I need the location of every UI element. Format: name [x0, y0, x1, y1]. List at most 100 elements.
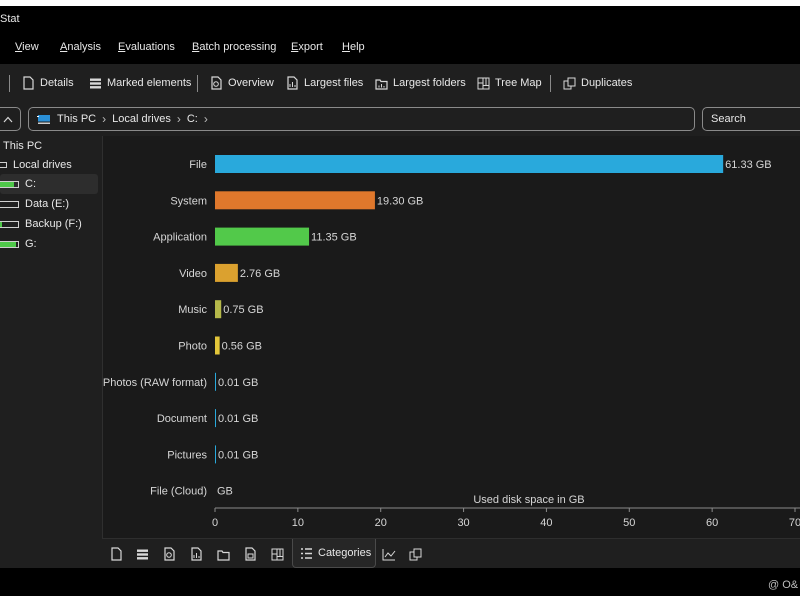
category-label: Music: [178, 304, 207, 316]
navigate-up-button[interactable]: [0, 107, 21, 131]
value-label: 0.01 GB: [218, 377, 258, 389]
marked-elements-button[interactable]: Marked elements: [89, 64, 191, 102]
menu-analysis[interactable]: Analysis: [60, 41, 101, 53]
category-label: Pictures: [167, 449, 207, 461]
category-label: File (Cloud): [150, 486, 207, 498]
tab-largest-files[interactable]: [187, 545, 205, 563]
category-label: Application: [153, 232, 207, 244]
value-label: 0.56 GB: [222, 341, 262, 353]
duplicates-button[interactable]: Duplicates: [563, 64, 632, 102]
status-bar: @ O&: [0, 568, 800, 596]
bar: [215, 300, 222, 319]
menu-mnemonic: A: [60, 41, 68, 53]
tree-item-drive[interactable]: G:: [0, 234, 37, 254]
drive-usage-fill: [0, 221, 2, 227]
this-pc-icon: [37, 114, 50, 124]
app-title: Stat: [0, 13, 20, 25]
category-label: Photo: [178, 341, 207, 353]
tree-item-label: G:: [25, 238, 37, 250]
content-area: This PC Local drives C: Data (E:) Backup (…: [0, 136, 800, 568]
x-tick-label: 30: [457, 517, 469, 529]
menu-label: nalysis: [67, 41, 101, 53]
menu-view[interactable]: View: [15, 41, 39, 53]
breadcrumb-this-pc[interactable]: This PC: [57, 113, 97, 125]
bar: [215, 372, 216, 391]
toolbar-separator: [550, 75, 551, 92]
menu-mnemonic: B: [192, 41, 200, 53]
tab-categories[interactable]: Categories: [292, 539, 376, 568]
category-label: Document: [157, 413, 207, 425]
largest-folders-icon: [375, 78, 388, 90]
tree-item-drive[interactable]: Data (E:): [0, 194, 69, 214]
breadcrumb-chevron-icon[interactable]: ›: [102, 112, 107, 126]
tab-file-types[interactable]: [241, 545, 259, 563]
toolbar: Details Marked elements Overview Largest…: [0, 64, 800, 102]
tree-item-local-drives[interactable]: Local drives: [0, 155, 72, 175]
menu-label: valuations: [125, 41, 175, 53]
duplicates-label: Duplicates: [581, 77, 633, 89]
search-placeholder: Search: [711, 113, 746, 125]
largest-folders-button[interactable]: Largest folders: [375, 64, 466, 102]
tab-duplicates[interactable]: [406, 545, 424, 563]
overview-button[interactable]: Overview: [210, 64, 274, 102]
drive-icon: [0, 162, 7, 168]
drive-usage-bar: [0, 220, 19, 228]
value-label: GB: [217, 486, 233, 498]
largest-files-icon: [190, 547, 202, 561]
menu-export[interactable]: Export: [291, 41, 323, 53]
categories-icon: [301, 547, 312, 559]
breadcrumb-chevron-icon[interactable]: ›: [203, 112, 208, 126]
overview-icon: [163, 547, 175, 561]
toolbar-separator: [197, 75, 198, 92]
watermark-label: O&: [782, 579, 799, 591]
menu-mnemonic: V: [15, 41, 23, 53]
breadcrumb-c-drive[interactable]: C:: [186, 113, 198, 125]
value-label: 0.75 GB: [223, 304, 263, 316]
x-tick-label: 40: [540, 517, 552, 529]
duplicates-icon: [409, 548, 421, 560]
largest-files-icon: [287, 76, 298, 90]
tab-marked-elements[interactable]: [133, 545, 151, 563]
drive-usage-bar: [0, 180, 19, 188]
drive-usage-bar: [0, 240, 19, 248]
breadcrumb-local-drives[interactable]: Local drives: [112, 113, 171, 125]
value-label: 19.30 GB: [377, 195, 423, 207]
tree-item-drive[interactable]: C:: [0, 174, 98, 194]
largest-files-label: Largest files: [304, 77, 364, 89]
tree-item-drive[interactable]: Backup (F:): [0, 214, 82, 234]
search-input[interactable]: Search: [702, 107, 800, 131]
tree-map-icon: [477, 77, 490, 89]
tab-overview[interactable]: [160, 545, 178, 563]
view-tab-bar: Categories: [102, 538, 800, 568]
value-label: 11.35 GB: [311, 232, 357, 244]
document-icon: [23, 76, 34, 90]
tab-history[interactable]: [380, 545, 398, 563]
value-label: 61.33 GB: [725, 159, 771, 171]
details-button[interactable]: Details: [22, 64, 74, 102]
tree-map-button[interactable]: Tree Map: [477, 64, 542, 102]
categories-bar-chart: File 61.33 GB System 19.30 GB Application 11.…: [103, 155, 800, 529]
menu-help[interactable]: Help: [342, 41, 365, 53]
details-label: Details: [40, 77, 74, 89]
address-bar[interactable]: This PC › Local drives › C: ›: [28, 107, 695, 131]
breadcrumb-chevron-icon[interactable]: ›: [176, 112, 181, 126]
tab-largest-folders[interactable]: [214, 545, 232, 563]
largest-files-button[interactable]: Largest files: [286, 64, 363, 102]
menu-evaluations[interactable]: Evaluations: [118, 41, 175, 53]
x-tick-label: 70: [789, 517, 800, 529]
bar: [215, 263, 238, 282]
chevron-up-icon: [3, 116, 12, 122]
tree-item-this-pc[interactable]: This PC: [3, 136, 42, 156]
menu-batch-processing[interactable]: Batch processing: [192, 41, 276, 53]
value-label: 0.01 GB: [218, 413, 258, 425]
line-chart-icon: [382, 548, 396, 560]
toolbar-separator: [9, 75, 10, 92]
tab-details[interactable]: [107, 545, 125, 563]
x-tick-label: 50: [623, 517, 635, 529]
tab-tree-map[interactable]: [268, 545, 286, 563]
tree-map-label: Tree Map: [495, 77, 542, 89]
x-tick-label: 20: [375, 517, 387, 529]
bar: [215, 409, 216, 428]
menu-label: iew: [22, 41, 39, 53]
list-icon: [136, 549, 148, 559]
